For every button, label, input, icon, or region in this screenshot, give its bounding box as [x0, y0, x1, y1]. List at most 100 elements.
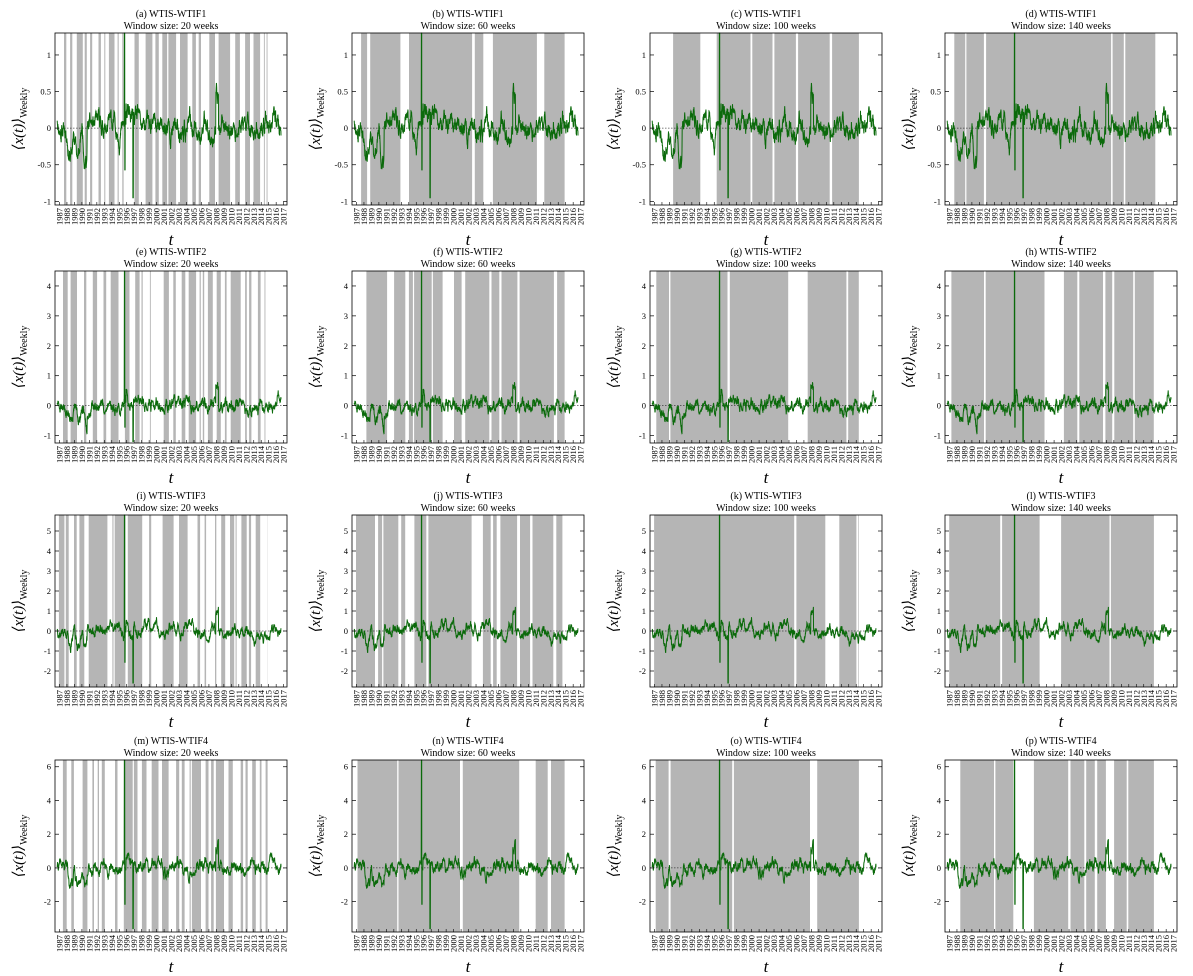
x-tick-label: 2004 — [777, 445, 787, 463]
x-tick-label: 2008 — [1101, 690, 1111, 707]
x-tick-label: 1995 — [114, 208, 124, 225]
x-tick-label: 2008 — [806, 690, 816, 707]
x-tick-label: 1992 — [687, 208, 697, 225]
shaded-region — [1105, 271, 1113, 443]
x-tick-label: 2004 — [1072, 934, 1082, 952]
y-tick-label: 6 — [47, 762, 51, 772]
y-axis-label-main: ⟨x(t)⟩ — [11, 600, 27, 633]
x-tick-label: 1999 — [1034, 446, 1044, 463]
x-tick-label: 1995 — [709, 446, 719, 463]
x-tick-label: 1988 — [657, 208, 667, 225]
x-tick-label: 2009 — [814, 935, 824, 952]
panel-title: (h) WTIS-WTIF2 — [1025, 247, 1096, 258]
x-tick-label: 2007 — [799, 446, 809, 463]
x-tick-label: 2008 — [1101, 446, 1111, 463]
y-tick-label: 0 — [642, 863, 646, 873]
shaded-region — [1002, 515, 1040, 687]
x-axis-label: t — [169, 468, 175, 487]
y-tick-label: 0 — [47, 123, 51, 133]
x-tick-label: 2002 — [762, 935, 772, 952]
x-tick-label: 1993 — [989, 446, 999, 463]
panel-title: (a) WTIS-WTIF1 — [136, 9, 207, 20]
x-tick-label: 1992 — [687, 935, 697, 952]
x-tick-label: 2016 — [1161, 208, 1171, 225]
x-tick-label: 1997 — [724, 690, 734, 707]
x-tick-label: 2000 — [152, 935, 162, 952]
y-axis-label: ⟨x(t)⟩Weekly — [606, 88, 625, 151]
x-tick-label: 2017 — [1169, 208, 1179, 225]
x-tick-label: 2002 — [464, 208, 474, 225]
y-axis-label-main: ⟨x(t)⟩ — [308, 600, 324, 633]
y-tick-label: 2 — [344, 341, 348, 351]
plot-frame — [944, 270, 1178, 444]
y-axis-label-sub: Weekly — [909, 326, 920, 356]
y-tick-label: 2 — [47, 829, 51, 839]
shaded-region — [378, 515, 383, 687]
panel-subtitle: Window size: 100 weeks — [716, 748, 816, 759]
y-tick-label: 1 — [937, 50, 941, 60]
x-tick-label: 1987 — [945, 690, 955, 707]
y-tick-label: 3 — [47, 311, 51, 321]
x-tick-label: 2006 — [791, 935, 801, 952]
y-axis-label: ⟨x(t)⟩Weekly — [308, 88, 327, 151]
x-tick-label: 1993 — [694, 208, 704, 225]
panel-a: -1-0.500.5119871988198919901991199219931… — [11, 9, 289, 249]
x-tick-label: 1994 — [997, 934, 1007, 952]
y-axis-label-main: ⟨x(t)⟩ — [308, 118, 324, 151]
x-tick-label: 1997 — [1019, 208, 1029, 225]
x-tick-label: 1987 — [650, 208, 660, 225]
x-tick-label: 2006 — [493, 208, 503, 225]
x-tick-label: 2002 — [1057, 446, 1067, 463]
y-axis-label-main: ⟨x(t)⟩ — [11, 118, 27, 151]
x-tick-label: 2012 — [538, 208, 548, 225]
x-tick-label: 1988 — [359, 690, 369, 707]
x-tick-label: 2012 — [538, 935, 548, 952]
y-axis-label-sub: Weekly — [316, 570, 327, 600]
x-axis-label: t — [1059, 230, 1065, 249]
y-tick-label: 4 — [47, 281, 52, 291]
x-axis-label: t — [466, 712, 472, 731]
y-tick-label: 5 — [344, 526, 348, 536]
x-tick-label: 1994 — [997, 207, 1007, 225]
shaded-region — [110, 271, 119, 443]
x-tick-label: 2009 — [516, 208, 526, 225]
shaded-region — [79, 515, 85, 687]
series-line — [946, 514, 1172, 684]
x-tick-label: 1988 — [657, 446, 667, 463]
y-tick-label: -1 — [341, 646, 348, 656]
x-tick-label: 2003 — [769, 446, 779, 463]
shaded-region — [1033, 760, 1069, 932]
panel-c: -1-0.500.5119871988198919901991199219931… — [606, 9, 884, 249]
x-tick-label: 1994 — [404, 934, 414, 952]
shaded-region — [263, 33, 265, 205]
x-tick-label: 2014 — [256, 207, 266, 225]
shaded-region — [383, 515, 399, 687]
x-tick-label: 1998 — [732, 208, 742, 225]
shaded-region — [1086, 760, 1095, 932]
series-line — [56, 514, 282, 684]
x-tick-label: 2011 — [531, 446, 541, 463]
shaded-region — [1070, 760, 1085, 932]
x-tick-label: 2005 — [784, 690, 794, 707]
x-tick-label: 1988 — [359, 208, 369, 225]
x-tick-label: 1991 — [84, 935, 94, 952]
panel-title: (f) WTIS-WTIF2 — [433, 247, 503, 258]
x-tick-label: 2007 — [204, 208, 214, 225]
x-tick-label: 1996 — [122, 935, 132, 952]
x-tick-label: 1997 — [426, 690, 436, 707]
panel-subtitle: Window size: 100 weeks — [716, 259, 816, 270]
shaded-region — [162, 760, 169, 932]
x-tick-label: 1995 — [411, 690, 421, 707]
y-tick-label: -2 — [341, 897, 348, 907]
y-tick-label: 1 — [642, 50, 646, 60]
shaded-region — [181, 760, 185, 932]
panel-subtitle: Window size: 60 weeks — [421, 503, 516, 514]
shaded-region — [1097, 760, 1106, 932]
x-tick-label: 1996 — [419, 208, 429, 225]
panel-title: (n) WTIS-WTIF4 — [432, 736, 503, 747]
y-tick-label: 1 — [642, 606, 646, 616]
shaded-region — [230, 515, 235, 687]
y-tick-label: 0 — [47, 863, 51, 873]
x-tick-label: 2016 — [568, 935, 578, 952]
panel-b: -1-0.500.5119871988198919901991199219931… — [308, 9, 586, 249]
